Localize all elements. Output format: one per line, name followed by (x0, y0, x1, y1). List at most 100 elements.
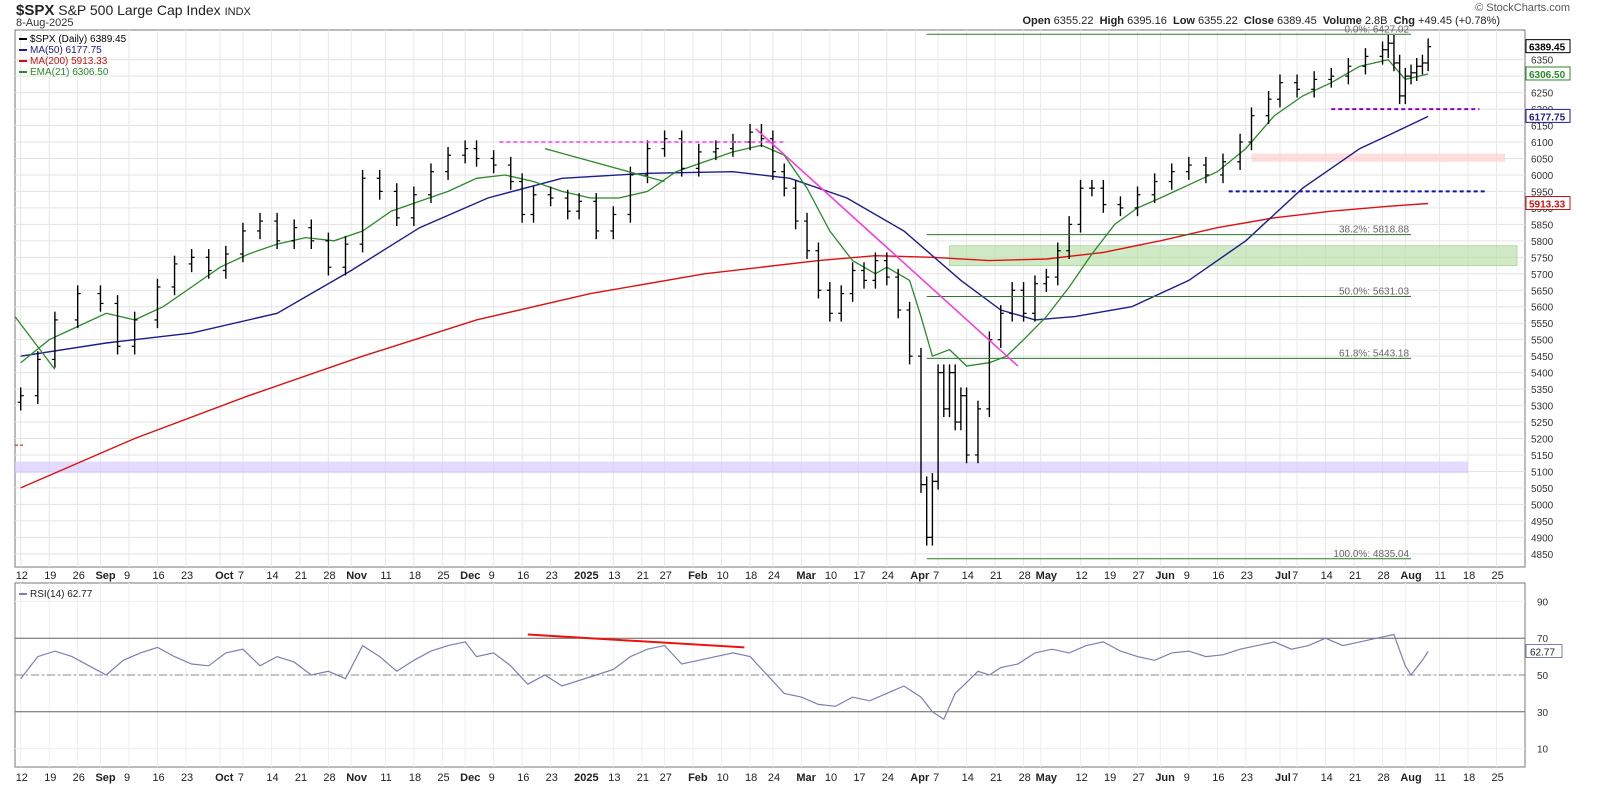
stockcharts-credit: © StockCharts.com (1475, 2, 1570, 14)
price-bar (1276, 74, 1283, 108)
x-tick-label: 7 (238, 570, 244, 582)
x-tick-label-rsi: 2025 (574, 772, 598, 784)
x-tick-label: 13 (608, 570, 620, 582)
price-tick-label: 4900 (1531, 533, 1554, 544)
x-tick-label: 24 (882, 570, 894, 582)
x-tick-label: 27 (660, 570, 672, 582)
price-bar (1328, 67, 1335, 88)
price-bar (792, 179, 799, 230)
x-tick-label-rsi: 11 (1435, 772, 1446, 784)
price-bar (1185, 156, 1192, 180)
price-tick-label: 6100 (1531, 138, 1554, 149)
price-bar (1408, 64, 1415, 85)
x-tick-label-rsi: 14 (266, 772, 278, 784)
price-bar (1031, 275, 1038, 322)
price-bar (359, 170, 366, 253)
price-bar (610, 206, 617, 240)
price-tick-label: 5400 (1531, 369, 1554, 380)
price-bar (929, 473, 936, 546)
price-axis-tag: 6177.75 (1525, 108, 1571, 123)
x-tick-label: 24 (768, 570, 780, 582)
x-tick-label-rsi: 23 (1241, 772, 1253, 784)
price-bar (154, 278, 161, 329)
price-bar (410, 186, 417, 227)
price-bar (695, 143, 702, 177)
x-tick-label-rsi: 16 (1212, 772, 1224, 784)
price-bar (257, 212, 264, 240)
price-tick-label: 5000 (1531, 500, 1554, 511)
x-tick-label-rsi: Nov (346, 772, 368, 784)
grid-lines (14, 29, 1526, 768)
ma50-line (20, 115, 1429, 357)
price-tick-label: 5600 (1531, 303, 1554, 314)
price-bar (957, 387, 964, 431)
low-label: Low (1172, 15, 1195, 27)
fib-label: 61.8%: 5443.18 (1339, 348, 1409, 359)
rsi-tick-label: 50 (1537, 671, 1549, 682)
x-tick-label-rsi: Apr (910, 772, 930, 784)
x-tick-label: 16 (517, 570, 529, 582)
price-bar (872, 252, 879, 289)
open-value: 6355.22 (1053, 15, 1094, 27)
x-tick-label-rsi: 16 (517, 772, 529, 784)
indicator-lines (15, 58, 1525, 721)
price-axis-tag-box (1525, 108, 1571, 123)
x-tick-label-rsi: 17 (853, 772, 865, 784)
x-tick-label-rsi: 27 (660, 772, 672, 784)
x-tick-label-rsi: Aug (1400, 772, 1421, 784)
x-tick-label-rsi: 18 (409, 772, 421, 784)
price-bar (188, 249, 195, 273)
price-bar (849, 262, 856, 302)
x-tick-label: 18 (409, 570, 421, 582)
x-tick-label: 10 (825, 570, 837, 582)
price-bar (239, 222, 246, 263)
price-bar (1390, 34, 1397, 72)
ohlc-readout: Open 6355.22 High 6395.16 Low 6355.22 Cl… (1022, 15, 1500, 27)
price-bar (507, 156, 514, 190)
annotations: 0.0%: 6427.02 38.2%: 5818.88 50.0%: 5631.0… (14, 24, 1486, 649)
price-tick-label: 5200 (1531, 435, 1554, 446)
x-tick-label-rsi: 23 (546, 772, 558, 784)
rsi-tick-label: 30 (1537, 708, 1549, 719)
price-bar (940, 364, 947, 418)
x-tick-label-rsi: 26 (73, 772, 85, 784)
open-label: Open (1022, 15, 1051, 27)
x-tick-label: 11 (1435, 570, 1446, 582)
x-tick-label-rsi: 18 (745, 772, 757, 784)
price-bar (1294, 74, 1301, 98)
price-tick-label: 5050 (1531, 484, 1554, 495)
price-bar (1362, 48, 1369, 75)
price-bar (1202, 156, 1209, 184)
price-bar (1385, 34, 1392, 59)
price-tick-label: 6250 (1531, 89, 1554, 100)
price-bar (1043, 268, 1050, 292)
x-tick-label-rsi: Mar (796, 772, 816, 784)
x-tick-label-rsi: 27 (1133, 772, 1145, 784)
price-bar (34, 351, 41, 404)
price-tick-label: 5100 (1531, 467, 1554, 478)
chart-date: 8-Aug-2025 (16, 17, 74, 29)
ema21-line (20, 58, 1429, 367)
close-label: Close (1243, 15, 1274, 27)
price-bar (1009, 282, 1016, 322)
price-axis-tag-box (1525, 66, 1571, 81)
x-tick-label: 10 (717, 570, 729, 582)
x-tick-label: 25 (1492, 570, 1504, 582)
chg-value: +49.45 (+0.78%) (1418, 15, 1500, 27)
price-bar (1265, 90, 1272, 124)
price-bar (895, 268, 902, 319)
x-tick-label-rsi: 10 (825, 772, 837, 784)
x-tick-label: 2025 (574, 570, 598, 582)
x-tick-label-rsi: 9 (489, 772, 495, 784)
price-bar (564, 189, 571, 220)
price-bar (171, 255, 178, 296)
resistance-zone-red (1251, 153, 1505, 162)
price-bar (445, 146, 452, 180)
ticker-symbol: $SPX (16, 2, 55, 19)
support-zones (15, 153, 1518, 474)
x-tick-label: Aug (1400, 570, 1421, 582)
x-tick-label: 19 (1104, 570, 1116, 582)
price-bar (291, 219, 298, 250)
price-bar (1413, 58, 1420, 82)
x-tick-label-rsi: 23 (181, 772, 193, 784)
